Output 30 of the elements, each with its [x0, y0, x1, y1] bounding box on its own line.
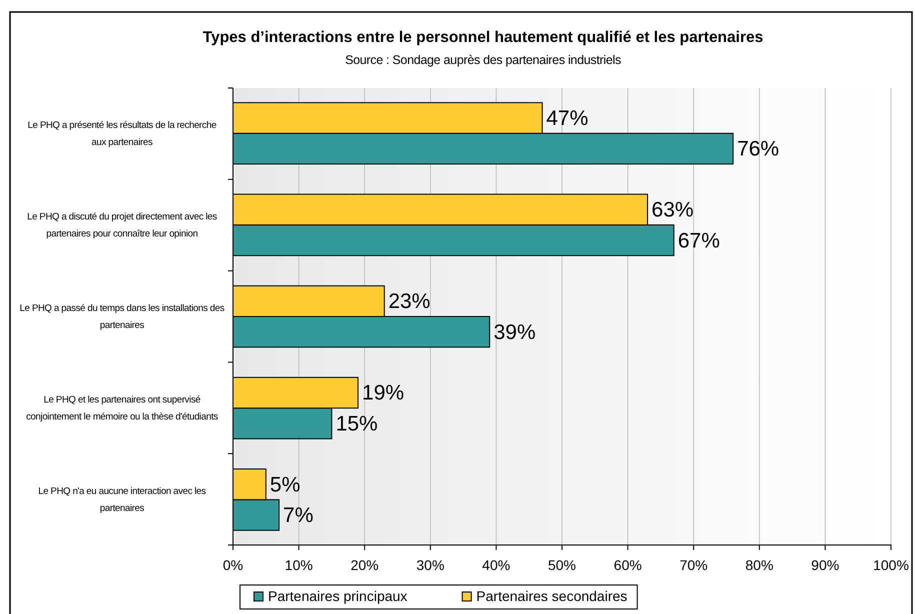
data-label: 15%	[336, 412, 378, 436]
y-tick-label: Le PHQ a discuté du projet directement avec les partenaires pour connaître leur opinion	[27, 211, 218, 240]
y-tick-label: Le PHQ n'a eu aucune interaction avec les partenaires	[38, 486, 206, 514]
x-tick-label: 10%	[284, 556, 313, 573]
y-tick-label: Le PHQ a présenté les résultats de la recherche aux partenaires	[28, 120, 216, 148]
chart-subtitle: Source : Sondage auprès des partenaires industriels	[345, 53, 621, 67]
x-tick-label: 20%	[350, 556, 379, 573]
chart-title: Types d’interactions entre le personnel hautement qualifié et les partenaires	[202, 29, 764, 46]
data-label: 67%	[678, 229, 720, 252]
data-label: 39%	[494, 320, 536, 344]
x-tick-label: 40%	[482, 556, 510, 573]
x-tick-label: 80%	[745, 556, 774, 573]
data-label: 5%	[270, 473, 300, 496]
x-tick-label: 60%	[614, 556, 642, 573]
data-label: 63%	[652, 198, 694, 222]
data-label: 76%	[737, 138, 780, 161]
data-label: 7%	[283, 504, 314, 528]
legend-label: Partenaires principaux	[268, 588, 408, 604]
data-label: 19%	[362, 382, 404, 405]
x-tick-label: 90%	[811, 556, 840, 573]
x-tick-label: 50%	[548, 556, 576, 573]
x-tick-label: 70%	[680, 556, 708, 573]
legend-label: Partenaires secondaires	[476, 588, 628, 604]
data-label: 47%	[546, 106, 588, 130]
data-label: 23%	[388, 290, 430, 314]
y-tick-label: Le PHQ et les partenaires ont supervisé conjointement le mémoire ou la thèse d'étudiants	[26, 394, 218, 423]
x-tick-label: 100%	[873, 556, 909, 573]
x-tick-label: 30%	[416, 556, 444, 573]
y-tick-label: Le PHQ a passé du temps dans les installations des partenaires	[20, 303, 225, 331]
x-tick-label: 0%	[222, 556, 244, 573]
